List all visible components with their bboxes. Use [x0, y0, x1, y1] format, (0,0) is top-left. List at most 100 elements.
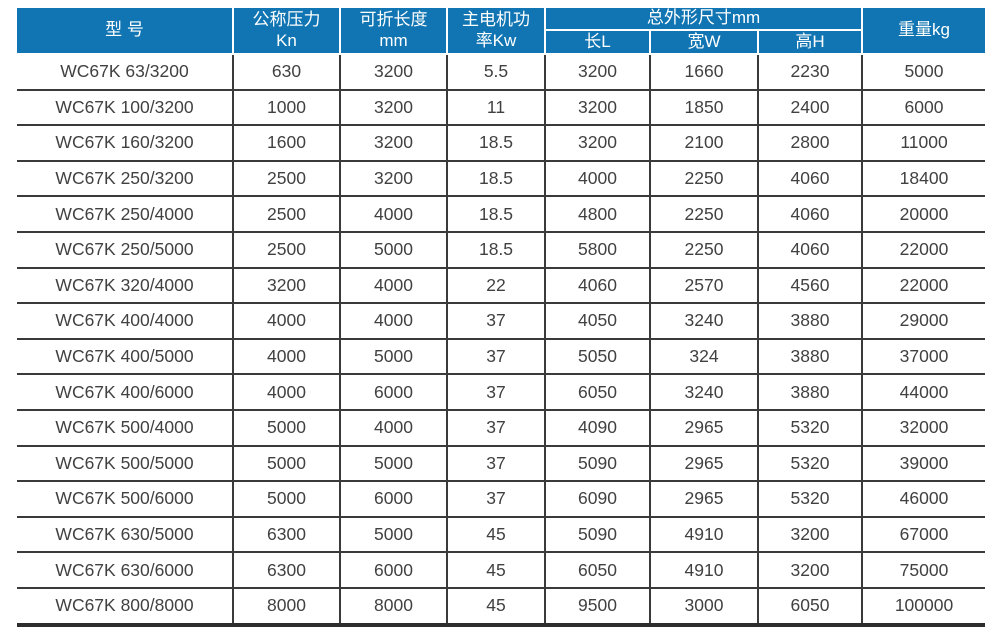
weight-cell: 29000 [861, 303, 986, 340]
model-cell: WC67K 250/3200 [17, 160, 233, 198]
weight-cell: 100000 [861, 587, 986, 627]
table-row: WC67K 500/5000 5000 5000 37 5090 2965 5320 3900… [17, 445, 986, 483]
dim-width-cell: 2250 [649, 196, 758, 233]
dim-length-cell: 9500 [544, 587, 650, 627]
dim-width-cell: 2100 [649, 125, 758, 162]
fold-length-cell: 4000 [339, 303, 447, 340]
dim-width-cell: 1850 [649, 89, 758, 127]
dim-width-cell: 2965 [649, 409, 758, 447]
dim-length-cell: 6050 [544, 374, 650, 411]
motor-power-cell: 18.5 [446, 196, 545, 233]
weight-cell: 44000 [861, 374, 986, 411]
fold-length-cell: 5000 [339, 231, 447, 269]
dim-width-cell: 4910 [649, 552, 758, 589]
pressure-cell: 3200 [232, 267, 340, 305]
motor-power-cell: 37 [446, 338, 545, 376]
pressure-cell: 5000 [232, 445, 340, 483]
header-weight: 重量kg [861, 8, 986, 55]
model-cell: WC67K 500/4000 [17, 409, 233, 447]
fold-length-cell: 5000 [339, 516, 447, 554]
model-cell: WC67K 400/4000 [17, 303, 233, 340]
motor-power-cell: 37 [446, 409, 545, 447]
dim-height-cell: 2400 [756, 89, 863, 127]
dim-width-cell: 1660 [649, 54, 758, 91]
model-cell: WC67K 160/3200 [17, 125, 233, 162]
model-cell: WC67K 800/8000 [17, 587, 233, 627]
pressure-cell: 1600 [232, 125, 340, 162]
dim-width-cell: 3240 [649, 303, 758, 340]
press-brake-spec-table: 型 号 公称压力 Kn 可折长度 mm 主电机功 率Kw 总外形尺寸mm 重量k… [17, 8, 986, 627]
header-nominal-pressure-line1: 公称压力 [252, 9, 321, 29]
header-nominal-pressure-unit: Kn [276, 30, 297, 50]
model-cell: WC67K 500/6000 [17, 481, 233, 518]
motor-power-cell: 37 [446, 303, 545, 340]
weight-cell: 46000 [861, 481, 986, 518]
header-dim-width: 宽W [649, 29, 759, 55]
fold-length-cell: 6000 [339, 552, 447, 589]
dim-length-cell: 6090 [544, 481, 650, 518]
weight-cell: 75000 [861, 552, 986, 589]
pressure-cell: 4000 [232, 374, 340, 411]
dim-height-cell: 2230 [756, 54, 863, 91]
table-row: WC67K 800/8000 8000 8000 45 9500 3000 6050 1000… [17, 587, 986, 627]
pressure-cell: 2500 [232, 231, 340, 269]
dim-width-cell: 4910 [649, 516, 758, 554]
dim-width-cell: 2570 [649, 267, 758, 305]
dim-width-cell: 324 [649, 338, 758, 376]
motor-power-cell: 45 [446, 552, 545, 589]
table-header: 型 号 公称压力 Kn 可折长度 mm 主电机功 率Kw 总外形尺寸mm 重量k… [17, 8, 986, 55]
pressure-cell: 6300 [232, 516, 340, 554]
dim-width-cell: 2965 [649, 445, 758, 483]
dim-width-cell: 3240 [649, 374, 758, 411]
header-motor-power: 主电机功 率Kw [446, 8, 546, 55]
header-motor-power-line2: 率Kw [475, 30, 517, 50]
motor-power-cell: 22 [446, 267, 545, 305]
header-model: 型 号 [17, 8, 234, 55]
motor-power-cell: 11 [446, 89, 545, 127]
weight-cell: 67000 [861, 516, 986, 554]
header-fold-length-line1: 可折长度 [359, 9, 428, 29]
table-row: WC67K 400/5000 4000 5000 37 5050 324 3880 37000 [17, 338, 986, 376]
pressure-cell: 630 [232, 54, 340, 91]
pressure-cell: 4000 [232, 303, 340, 340]
dim-length-cell: 5800 [544, 231, 650, 269]
dim-length-cell: 4060 [544, 267, 650, 305]
weight-cell: 11000 [861, 125, 986, 162]
model-cell: WC67K 63/3200 [17, 54, 233, 91]
weight-cell: 18400 [861, 160, 986, 198]
pressure-cell: 5000 [232, 481, 340, 518]
dim-length-cell: 4800 [544, 196, 650, 233]
dim-height-cell: 5320 [756, 445, 863, 483]
header-row-main: 型 号 公称压力 Kn 可折长度 mm 主电机功 率Kw 总外形尺寸mm 重量k… [17, 8, 986, 55]
dim-height-cell: 5320 [756, 409, 863, 447]
dim-length-cell: 4090 [544, 409, 650, 447]
motor-power-cell: 5.5 [446, 54, 545, 91]
fold-length-cell: 3200 [339, 54, 447, 91]
dim-length-cell: 4000 [544, 160, 650, 198]
fold-length-cell: 3200 [339, 89, 447, 127]
header-motor-power-line1: 主电机功 [462, 9, 530, 29]
dim-width-cell: 2250 [649, 231, 758, 269]
weight-cell: 39000 [861, 445, 986, 483]
fold-length-cell: 5000 [339, 445, 447, 483]
fold-length-cell: 3200 [339, 160, 447, 198]
pressure-cell: 2500 [232, 196, 340, 233]
motor-power-cell: 18.5 [446, 125, 545, 162]
table-body: WC67K 63/3200 630 3200 5.5 3200 1660 2230 5000 W… [17, 54, 986, 627]
model-cell: WC67K 500/5000 [17, 445, 233, 483]
dim-width-cell: 2965 [649, 481, 758, 518]
dim-height-cell: 3200 [756, 516, 863, 554]
model-cell: WC67K 250/4000 [17, 196, 233, 233]
model-cell: WC67K 630/6000 [17, 552, 233, 589]
dim-length-cell: 6050 [544, 552, 650, 589]
table-row: WC67K 320/4000 3200 4000 22 4060 2570 4560 2200… [17, 267, 986, 305]
pressure-cell: 8000 [232, 587, 340, 627]
dim-length-cell: 3200 [544, 89, 650, 127]
table-row: WC67K 250/3200 2500 3200 18.5 4000 2250 4060 18… [17, 160, 986, 198]
weight-cell: 37000 [861, 338, 986, 376]
dim-height-cell: 4060 [756, 231, 863, 269]
dim-height-cell: 3200 [756, 552, 863, 589]
motor-power-cell: 18.5 [446, 231, 545, 269]
dim-length-cell: 3200 [544, 54, 650, 91]
